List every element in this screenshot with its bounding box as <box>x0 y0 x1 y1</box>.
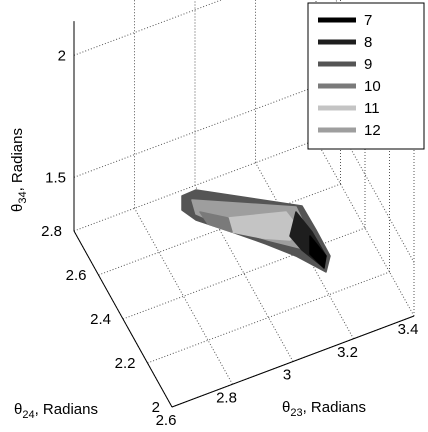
z-axis-label: θ34, Radians <box>9 128 29 212</box>
x-tick-label: 2.8 <box>216 389 237 406</box>
grid-line <box>98 183 341 276</box>
grid-line <box>73 85 317 178</box>
grid-line <box>315 139 415 317</box>
x-tick-label: 3.4 <box>398 321 419 338</box>
z-tick-label: 1.5 <box>45 169 66 186</box>
svg-text:θ24, Radians: θ24, Radians <box>14 401 98 421</box>
region-series-10 <box>199 211 233 233</box>
tick-labels: 2.6 2.8 3 3.2 3.4 2 2.2 2.4 2.6 2.8 1.5 2 <box>41 47 418 429</box>
y-axis-line <box>73 230 173 408</box>
x-tick-label: 3 <box>283 367 291 384</box>
legend-label: 9 <box>364 56 372 73</box>
legend: 7 8 9 10 11 12 <box>307 2 425 150</box>
z-tick-label: 2 <box>58 47 66 64</box>
x-axis-line <box>171 315 415 408</box>
grid-line <box>73 139 317 232</box>
y-tick-label: 2.8 <box>41 223 62 240</box>
y-tick-label: 2 <box>152 399 160 416</box>
y-tick-label: 2.4 <box>90 311 111 328</box>
y-axis-label: θ24, Radians <box>14 401 98 421</box>
legend-label: 10 <box>364 78 381 95</box>
x-axis-label: θ23, Radians <box>282 399 366 419</box>
grid-line <box>255 162 354 339</box>
svg-text:θ23, Radians: θ23, Radians <box>282 399 366 419</box>
svg-text:θ34, Radians: θ34, Radians <box>9 128 29 212</box>
legend-label: 7 <box>364 12 372 29</box>
region-series-7 <box>309 235 327 269</box>
grid-line <box>122 227 366 320</box>
grid-line <box>194 185 294 362</box>
legend-label: 11 <box>364 100 380 117</box>
grid-line <box>134 208 233 385</box>
legend-label: 8 <box>364 34 372 51</box>
region-series-11 <box>227 211 301 241</box>
grid-line <box>73 0 223 56</box>
grid-line <box>315 86 415 263</box>
grid-line <box>147 271 390 364</box>
x-tick-label: 2.6 <box>156 412 177 429</box>
legend-label: 12 <box>364 122 381 139</box>
legend-box <box>307 2 425 150</box>
y-tick-label: 2.6 <box>66 267 87 284</box>
data-region <box>181 189 331 273</box>
x-tick-label: 3.2 <box>337 344 358 361</box>
y-tick-label: 2.2 <box>115 355 136 372</box>
